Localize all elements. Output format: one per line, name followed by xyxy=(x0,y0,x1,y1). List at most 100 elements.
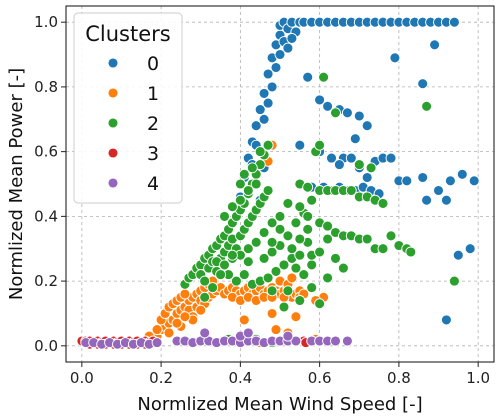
y-tick-label: 0.6 xyxy=(34,143,58,161)
data-point xyxy=(274,223,286,235)
legend-label: 2 xyxy=(147,113,159,135)
data-point xyxy=(314,298,326,310)
data-point xyxy=(199,327,211,339)
data-point xyxy=(421,194,433,206)
data-point xyxy=(226,201,238,213)
data-point xyxy=(464,243,476,255)
data-point xyxy=(242,243,254,255)
data-point xyxy=(353,159,365,171)
data-point xyxy=(337,262,349,274)
data-point xyxy=(306,282,318,294)
data-point xyxy=(302,210,314,222)
y-tick-label: 0.2 xyxy=(34,272,58,290)
data-point xyxy=(298,269,310,281)
legend-marker xyxy=(107,117,119,129)
data-point xyxy=(318,71,330,83)
data-point xyxy=(294,249,306,261)
data-point xyxy=(282,285,294,297)
data-point xyxy=(195,304,207,316)
data-point xyxy=(282,230,294,242)
data-point xyxy=(365,162,377,174)
x-tick-label: 0.0 xyxy=(70,369,94,387)
data-point xyxy=(429,39,441,51)
plot-frame xyxy=(65,5,495,363)
y-tick-label: 0.4 xyxy=(34,207,58,225)
y-axis-ticks: 0.0 0.2 0.4 0.6 0.8 1.0 xyxy=(34,13,66,355)
x-tick-label: 0.2 xyxy=(149,369,173,387)
data-point xyxy=(199,291,211,303)
legend-label: 0 xyxy=(147,53,159,75)
data-point xyxy=(179,311,191,323)
data-point xyxy=(250,178,262,190)
data-point xyxy=(302,223,314,235)
data-point xyxy=(302,181,314,193)
data-point xyxy=(163,327,175,339)
data-point xyxy=(278,301,290,313)
data-point xyxy=(266,81,278,93)
data-point xyxy=(314,94,326,106)
data-point xyxy=(207,282,219,294)
data-point xyxy=(286,32,298,44)
data-point xyxy=(421,100,433,112)
legend-label: 4 xyxy=(147,173,159,195)
x-tick-label: 1.0 xyxy=(466,369,490,387)
data-point xyxy=(341,335,353,347)
data-point xyxy=(448,275,460,287)
data-point xyxy=(417,172,429,183)
data-point xyxy=(199,275,211,287)
y-axis-label: Normlized Mean Power [-] xyxy=(6,68,27,300)
data-point xyxy=(290,217,302,229)
data-point xyxy=(226,249,238,261)
data-point xyxy=(302,71,314,83)
data-point xyxy=(270,62,282,73)
y-tick-label: 0.0 xyxy=(34,337,58,355)
data-point xyxy=(179,288,191,300)
data-point xyxy=(456,168,468,180)
data-point xyxy=(250,120,262,132)
data-point xyxy=(468,175,480,187)
data-point xyxy=(266,308,278,319)
x-tick-label: 0.6 xyxy=(308,369,332,387)
data-point xyxy=(345,185,357,196)
legend-label: 1 xyxy=(147,83,159,105)
legend: Clusters 0 1 2 3 4 xyxy=(73,12,183,204)
data-point xyxy=(151,324,163,336)
data-point xyxy=(286,243,298,255)
data-point xyxy=(266,217,278,229)
legend-item-3: 3 xyxy=(107,143,159,165)
data-point xyxy=(322,100,334,112)
data-point xyxy=(262,272,274,284)
data-point xyxy=(322,233,334,245)
data-point xyxy=(238,269,250,281)
data-point xyxy=(314,246,326,258)
data-point xyxy=(262,139,274,151)
data-point xyxy=(215,269,227,281)
data-point xyxy=(385,152,397,164)
data-point xyxy=(306,194,318,206)
data-point xyxy=(361,172,373,183)
data-point xyxy=(330,335,341,347)
data-point xyxy=(330,107,341,119)
data-point xyxy=(270,265,282,277)
data-point xyxy=(448,16,460,28)
data-point xyxy=(326,152,337,164)
data-point xyxy=(258,227,270,238)
data-point xyxy=(353,110,365,122)
legend-marker xyxy=(107,177,119,189)
data-point xyxy=(294,201,306,213)
data-point xyxy=(242,256,254,268)
data-point xyxy=(322,272,334,284)
legend-marker xyxy=(107,147,119,159)
x-tick-label: 0.8 xyxy=(387,369,411,387)
data-point xyxy=(274,49,286,60)
data-point xyxy=(254,104,266,116)
series-4 xyxy=(80,327,353,350)
data-points xyxy=(76,16,480,350)
data-point xyxy=(270,324,282,336)
data-point xyxy=(377,243,389,255)
data-point xyxy=(294,233,306,245)
data-point xyxy=(417,78,429,90)
legend-item-4: 4 xyxy=(107,173,159,195)
data-point xyxy=(333,159,345,171)
data-point xyxy=(238,314,250,326)
